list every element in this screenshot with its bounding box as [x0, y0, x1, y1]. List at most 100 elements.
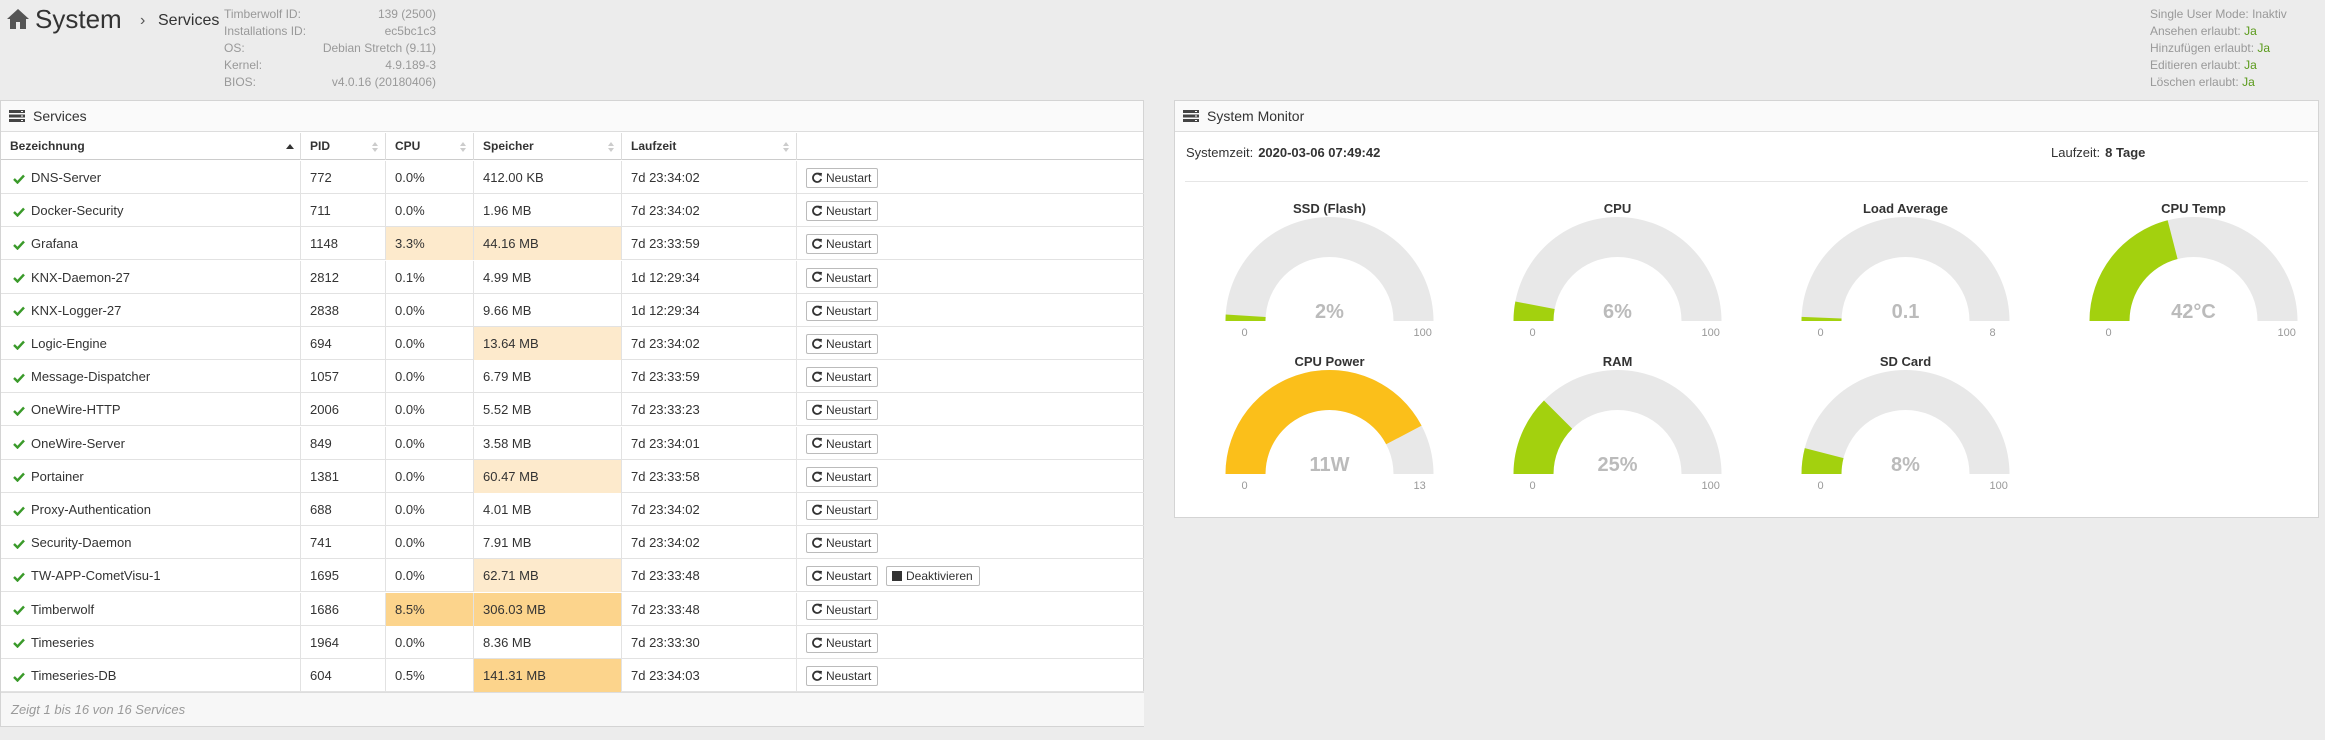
gauge-dial [1225, 369, 1434, 474]
deactivate-button[interactable]: Deaktivieren [886, 566, 980, 587]
restart-button[interactable]: Neustart [806, 300, 879, 321]
check-icon [13, 572, 25, 582]
gauge-ram: RAM 25% 0 100 [1474, 354, 1761, 504]
table-row: Timberwolf 1686 8.5% 306.03 MB 7d 23:33:48 Ne… [1, 592, 1144, 626]
gauge-min: 0 [1529, 480, 1536, 492]
restart-button[interactable]: Neustart [806, 201, 879, 222]
table-row: DNS-Server 772 0.0% 412.00 KB 7d 23:34:02 Neu… [1, 161, 1144, 194]
service-name-cell: Timberwolf [1, 592, 301, 626]
service-name-cell: OneWire-Server [1, 426, 301, 460]
restart-label: Neustart [826, 204, 872, 219]
info-label: OS: [224, 41, 245, 55]
restart-button[interactable]: Neustart [806, 234, 879, 255]
restart-button[interactable]: Neustart [806, 168, 879, 188]
uptime-cell: 7d 23:34:03 [622, 659, 797, 692]
permission-value: Ja [2244, 58, 2257, 72]
gauge-title: RAM [1602, 354, 1633, 369]
gauge-track [1513, 370, 1722, 474]
memory-cell: 60.47 MB [474, 459, 622, 493]
restart-button[interactable]: Neustart [806, 433, 879, 454]
page-header: System › Services Timberwolf ID: 139 (250… [0, 0, 2325, 96]
column-header-pid[interactable]: PID [301, 133, 386, 160]
gauge-ssd-flash: SSD (Flash) 2% 0 100 [1186, 201, 1473, 351]
restart-button[interactable]: Neustart [806, 367, 879, 388]
restart-button[interactable]: Neustart [806, 666, 879, 686]
restart-button[interactable]: Neustart [806, 500, 879, 520]
service-name-cell: KNX-Daemon-27 [1, 260, 301, 294]
gauge-fill [1801, 448, 1844, 474]
service-name-cell: TW-APP-CometVisu-1 [1, 559, 301, 593]
gauge-value: 6% [1603, 301, 1632, 323]
check-icon [13, 174, 25, 184]
pid-cell: 1695 [301, 559, 386, 593]
gauge-max: 100 [1701, 327, 1720, 339]
gauge-fill [1513, 301, 1555, 321]
actions-cell: Neustart [797, 194, 1144, 227]
gauge-cpu-power: CPU Power 11W 0 13 [1186, 354, 1473, 504]
memory-cell: 62.71 MB [474, 559, 622, 593]
restart-button[interactable]: Neustart [806, 400, 879, 421]
memory-cell: 3.58 MB [474, 426, 622, 460]
table-row: OneWire-HTTP 2006 0.0% 5.52 MB 7d 23:33:23 Ne… [1, 393, 1144, 427]
column-header-laufzeit[interactable]: Laufzeit [622, 133, 797, 160]
actions-cell: Neustart [797, 526, 1144, 559]
gauge-track [1513, 217, 1722, 321]
table-row: Timeseries-DB 604 0.5% 141.31 MB 7d 23:34:03… [1, 659, 1144, 692]
table-row: Docker-Security 711 0.0% 1.96 MB 7d 23:34:02… [1, 194, 1144, 228]
pid-cell: 741 [301, 526, 386, 560]
pid-cell: 2006 [301, 393, 386, 427]
column-header-bezeichnung[interactable]: Bezeichnung [1, 133, 301, 160]
table-row: Message-Dispatcher 1057 0.0% 6.79 MB 7d 23:3… [1, 360, 1144, 394]
table-info: Zeigt 1 bis 16 von 16 Services [1, 692, 1144, 726]
table-row: TW-APP-CometVisu-1 1695 0.0% 62.71 MB 7d 23:… [1, 559, 1144, 593]
restart-button[interactable]: Neustart [806, 466, 879, 487]
memory-cell: 1.96 MB [474, 194, 622, 228]
check-icon [13, 207, 25, 217]
column-label: Bezeichnung [10, 139, 85, 153]
service-name-cell: Docker-Security [1, 194, 301, 228]
restart-button[interactable]: Neustart [806, 334, 879, 354]
service-name-cell: DNS-Server [1, 161, 301, 194]
pid-cell: 849 [301, 426, 386, 460]
system-monitor-header: System Monitor [1175, 101, 2318, 132]
restart-label: Neustart [826, 337, 872, 351]
column-header-speicher[interactable]: Speicher [474, 133, 622, 160]
table-row: Security-Daemon 741 0.0% 7.91 MB 7d 23:34:02… [1, 526, 1144, 560]
cpu-cell: 0.1% [386, 260, 474, 294]
table-row: KNX-Daemon-27 2812 0.1% 4.99 MB 1d 12:29:34 N… [1, 260, 1144, 294]
restart-button[interactable]: Neustart [806, 267, 879, 288]
column-label: CPU [395, 139, 421, 153]
pid-cell: 2812 [301, 260, 386, 294]
sort-both-icon [608, 142, 614, 152]
cpu-cell: 0.0% [386, 194, 474, 228]
gauge-min: 0 [1817, 480, 1824, 492]
actions-cell: Neustart [797, 659, 1144, 692]
refresh-icon [812, 670, 823, 681]
uptime-cell: 7d 23:34:02 [622, 327, 797, 360]
refresh-icon [812, 537, 823, 548]
pid-cell: 1686 [301, 592, 386, 626]
uptime-cell: 7d 23:34:02 [622, 526, 797, 560]
service-name: Portainer [31, 468, 84, 484]
restart-label: Neustart [826, 503, 872, 517]
gauge-fill [2089, 220, 2178, 321]
refresh-icon [812, 272, 823, 283]
cpu-cell: 0.0% [386, 459, 474, 493]
check-icon [13, 639, 25, 649]
restart-button[interactable]: Neustart [806, 533, 879, 554]
uptime-cell: 1d 12:29:34 [622, 260, 797, 294]
restart-button[interactable]: Neustart [806, 599, 879, 620]
column-header-cpu[interactable]: CPU [386, 133, 474, 160]
info-value: 4.9.189-3 [385, 58, 436, 72]
home-icon[interactable] [6, 8, 30, 30]
cpu-cell: 0.0% [386, 526, 474, 560]
restart-label: Neustart [826, 569, 872, 584]
restart-button[interactable]: Neustart [806, 566, 879, 587]
table-row: KNX-Logger-27 2838 0.0% 9.66 MB 1d 12:29:34 N… [1, 293, 1144, 327]
info-value: ec5bc1c3 [384, 24, 436, 38]
sort-asc-icon [286, 144, 294, 149]
memory-cell: 13.64 MB [474, 327, 622, 360]
breadcrumb-current: Services [158, 12, 220, 29]
restart-button[interactable]: Neustart [806, 632, 879, 653]
gauge-track [1225, 217, 1434, 321]
